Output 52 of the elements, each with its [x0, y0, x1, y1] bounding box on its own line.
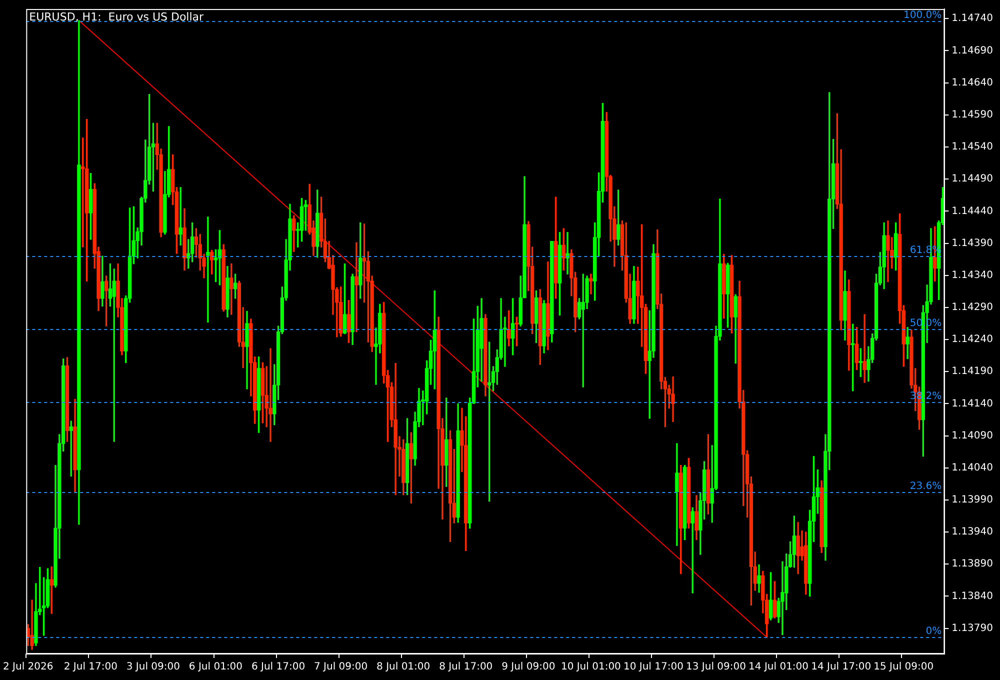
- candlestick: [862, 314, 866, 383]
- y-tick-label: 1.14240: [952, 334, 994, 346]
- y-tick-label: 1.14140: [952, 398, 994, 410]
- candlestick: [589, 274, 593, 294]
- x-tick-label: 14 Jul 01:00: [748, 662, 809, 673]
- x-tick-label: 15 Jul 09:00: [874, 662, 934, 673]
- y-tick-label: 1.14090: [952, 430, 994, 442]
- y-tick-label: 1.14290: [952, 302, 994, 314]
- candlestick: [354, 242, 358, 332]
- x-tick-label: 8 Jul 01:00: [376, 662, 430, 673]
- x-tick-label: 10 Jul 17:00: [623, 662, 684, 673]
- x-tick-label: 9 Jul 09:00: [502, 662, 556, 673]
- candlestick: [566, 232, 570, 274]
- y-tick-label: 1.13790: [952, 622, 994, 634]
- y-tick-label: 1.14340: [952, 270, 994, 281]
- y-tick-label: 1.13840: [952, 590, 994, 602]
- y-tick-label: 1.14040: [952, 462, 994, 474]
- candlestick: [690, 507, 694, 594]
- candlestick: [268, 348, 272, 442]
- annotation: 23.6%: [910, 481, 942, 492]
- chart-title: EURUSD, H1: Euro vs US Dollar: [29, 10, 204, 24]
- candlestick: [50, 566, 54, 614]
- x-tick-label: 3 Jul 09:00: [126, 662, 180, 673]
- y-tick-label: 1.14490: [952, 174, 994, 185]
- candlestick: [675, 443, 679, 546]
- annotation: 100.0%: [904, 10, 942, 22]
- y-tick-label: 1.14440: [952, 206, 994, 217]
- candlestick: [886, 220, 890, 282]
- annotation: 0%: [926, 626, 942, 638]
- y-tick-label: 1.14190: [952, 366, 994, 378]
- x-tick-label: 13 Jul 09:00: [686, 662, 746, 673]
- x-tick-label: 2 Jul 17:00: [64, 662, 118, 673]
- x-tick-label: 6 Jul 01:00: [188, 662, 243, 673]
- x-tick-label: 8 Jul 17:00: [439, 662, 493, 673]
- y-tick-label: 1.13890: [952, 558, 994, 570]
- candlestick: [178, 187, 182, 246]
- y-tick-label: 1.14590: [952, 109, 994, 120]
- y-tick-label: 1.14390: [952, 238, 994, 249]
- y-tick-label: 1.14690: [952, 45, 994, 56]
- candlestick: [30, 600, 34, 650]
- y-tick-label: 1.14540: [952, 142, 994, 153]
- y-tick-label: 1.14740: [952, 13, 994, 24]
- y-tick-label: 1.13940: [952, 526, 994, 538]
- x-tick-label: 7 Jul 09:00: [314, 662, 368, 673]
- y-tick-label: 1.13990: [952, 494, 994, 506]
- candlestick: [671, 376, 675, 422]
- y-tick-label: 1.14640: [952, 77, 994, 88]
- x-tick-label: 6 Jul 17:00: [251, 662, 306, 673]
- x-tick-label: 10 Jul 01:00: [560, 662, 621, 673]
- x-tick-label: 2 Jul 2026: [3, 662, 54, 673]
- candlestick: [394, 362, 398, 496]
- x-tick-label: 14 Jul 17:00: [811, 662, 872, 673]
